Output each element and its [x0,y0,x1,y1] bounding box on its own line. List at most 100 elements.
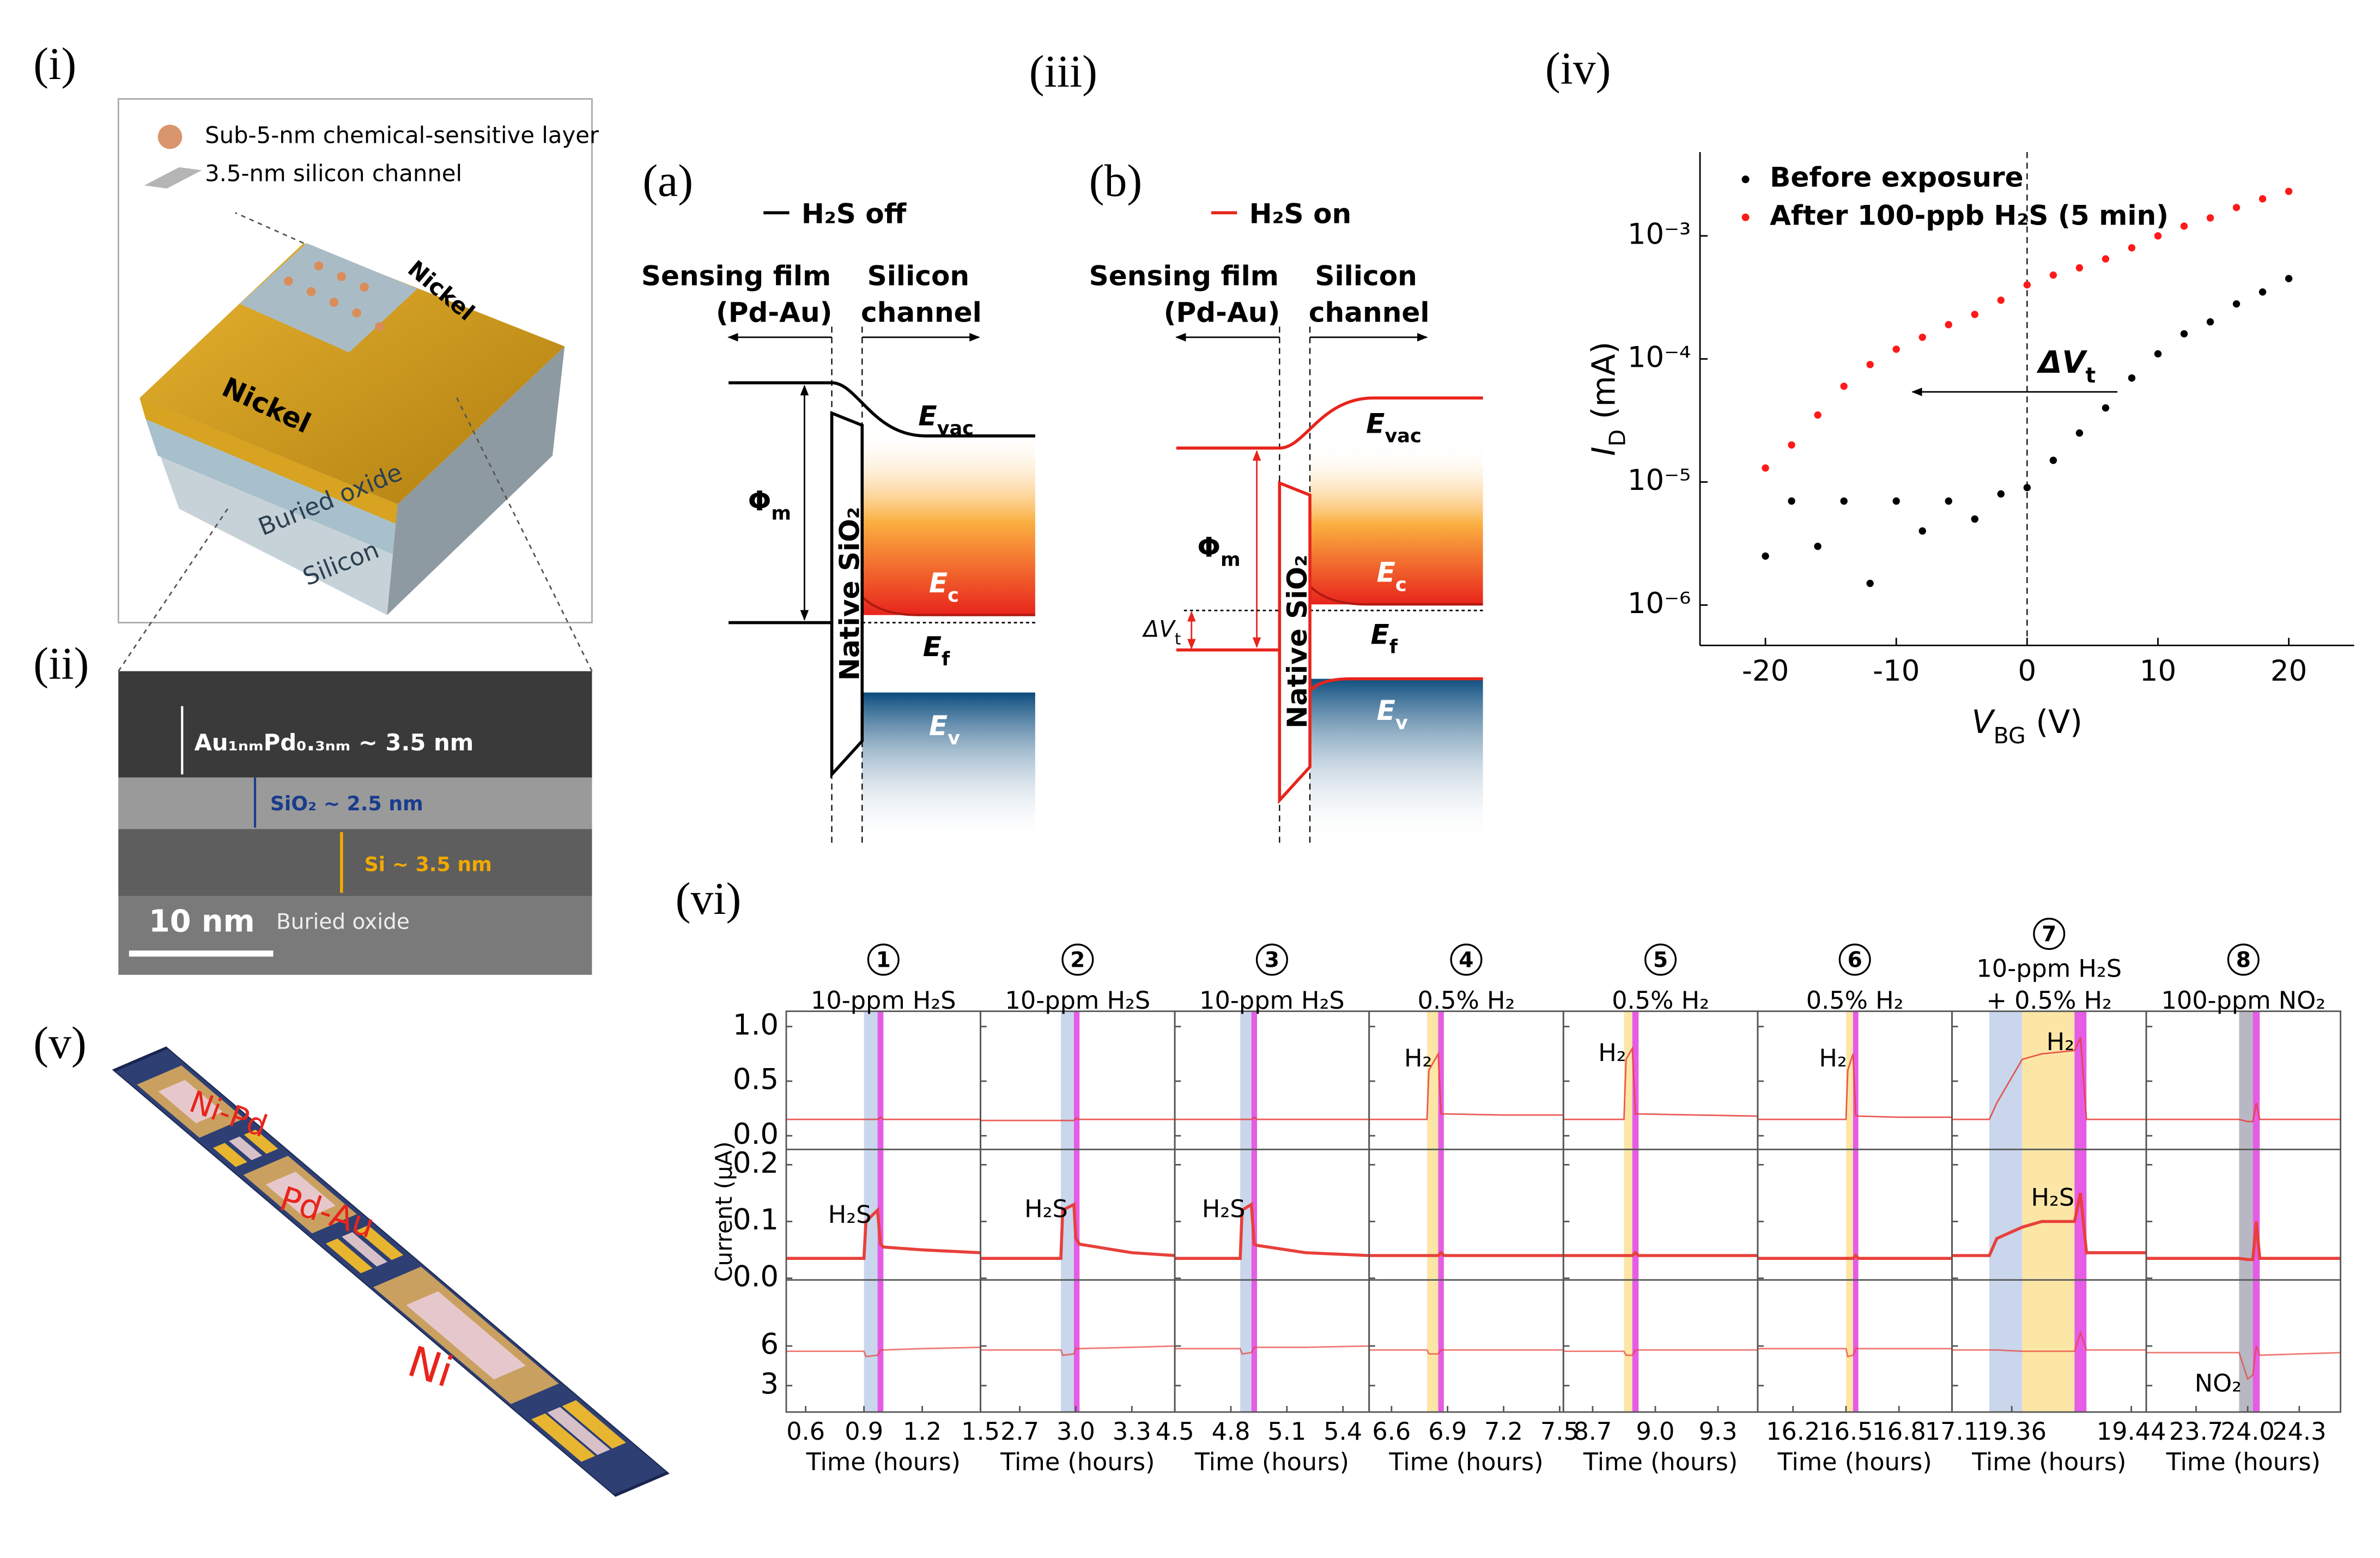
text-part: I [1585,446,1622,456]
pad [244,1129,278,1154]
tem-oxide-layer [118,777,592,829]
current-trace [786,1346,981,1357]
panel-title: 10-ppm H₂S [1976,955,2122,983]
pad [342,1232,387,1266]
x-tick-label: -20 [1742,654,1789,688]
text-part: ΔV [2036,345,2087,380]
dot [283,276,293,286]
subscript: BG [1994,723,2026,749]
x-tick-label: 19.36 [1977,1417,2047,1446]
gas-label: NO₂ [2195,1369,2242,1398]
y-tick-label: 10⁻⁵ [1628,464,1691,497]
legend-label: After 100-ppb H₂S (5 min) [1770,199,2169,231]
y-tick-label: 3 [760,1367,779,1401]
oxide-label: Native SiO₂ [1281,555,1313,729]
gas-label: H₂S [1024,1195,1068,1223]
gas-label: H₂S [828,1201,872,1229]
exposure-band [1632,1011,1639,1412]
current-trace [1757,1253,1952,1260]
exposure-band [1251,1011,1257,1412]
data-point [1997,490,2005,498]
work-function-label: Φm [1197,531,1240,571]
data-point [1788,441,1795,449]
current-trace [1952,1037,2146,1120]
x-axis-label: VBG (V) [1972,704,2082,749]
data-point [1866,579,1874,587]
energy-level-label: Ec [1377,556,1407,596]
panel-number: 3 [1265,948,1279,972]
energy-level-label: Evac [1366,407,1422,447]
current-trace [980,1117,1175,1121]
band-diagram: (b) H₂S on Sensing film (Pd-Au) Silicon chann… [1089,156,1483,843]
data-point [2102,404,2110,412]
x-tick-label: 20 [2270,654,2307,688]
data-point [2049,457,2057,464]
x-tick-label: 0.6 [786,1417,825,1446]
data-point [2154,350,2162,358]
subscript: vac [1385,425,1421,447]
x-tick-label: 5.4 [1323,1417,1362,1446]
zoom-line [235,212,304,244]
data-point [1866,361,1874,368]
conduction-edge [1309,585,1483,606]
panel-title: 0.5% H₂ [1806,986,1904,1015]
text-part: E [918,399,937,432]
dot [360,282,369,292]
y-tick-label: 0.5 [733,1063,779,1096]
chip-body [112,1046,670,1497]
data-point [2258,288,2267,296]
text-part: E [929,566,948,598]
subscript: f [1389,635,1398,658]
legend-label: H₂S off [802,197,907,229]
exposure-band [1240,1011,1252,1412]
panel-number-circle [1838,943,1871,976]
subscript: t [1175,629,1181,648]
oxide-label: Native SiO₂ [833,507,865,681]
sensing-dots [283,261,384,331]
text-part: E [1366,407,1385,439]
contact-pads [213,1129,626,1462]
gas-label: H₂S [1202,1195,1246,1223]
scale-bar [129,950,274,957]
x-tick-label: 24.0 [2221,1417,2275,1446]
current-trace [1563,1349,1758,1356]
x-tick-label: 7.5 [1540,1417,1579,1446]
y-tick-label: 10⁻⁶ [1628,587,1691,620]
exposure-band [2074,1011,2087,1412]
current-trace [1369,1349,1564,1355]
y-axis-label: Current (μA) [711,1141,737,1282]
sensor-area [265,1172,336,1218]
shift-label: ΔVt [1142,615,1181,648]
channel-icon [144,167,202,189]
x-tick-label: 2.7 [1000,1417,1039,1446]
subscript: m [1221,548,1241,571]
data-point [1840,497,1848,505]
gas-label: H₂ [1598,1039,1626,1067]
panel-number: 6 [1848,948,1862,972]
panel-label: (vi) [676,874,742,924]
tem-silicon-layer [118,829,592,896]
valence-band [862,694,1035,843]
dot [352,308,361,318]
data-point [1892,345,1900,353]
data-point [2023,281,2031,289]
text-part: ΔV [1142,615,1176,642]
exposure-band [1074,1011,1080,1412]
text-part: (V) [2026,704,2082,741]
y-tick-label: 10⁻⁴ [1628,341,1691,374]
tem-label: Buried oxide [276,910,410,935]
dot [306,287,316,296]
data-point [1814,542,1822,550]
zoom-line [454,395,593,672]
conduction-edge [861,596,1035,616]
x-tick-label: 16.5 [1819,1417,1873,1446]
data-point [2258,195,2267,203]
tem-image: Au₁ₙₘPd₀.₃ₙₘ ~ 3.5 nm SiO₂ ~ 2.5 nm Si ~… [118,671,592,975]
text-part: (mA) [1585,342,1622,429]
y-tick-label: 1.0 [733,1008,779,1041]
x-tick-label: 3.0 [1057,1417,1095,1446]
region-label: (Pd-Au) [716,296,833,329]
tem-label: Au₁ₙₘPd₀.₃ₙₘ ~ 3.5 nm [195,729,474,756]
x-axis-label: Time (hours) [806,1448,961,1476]
